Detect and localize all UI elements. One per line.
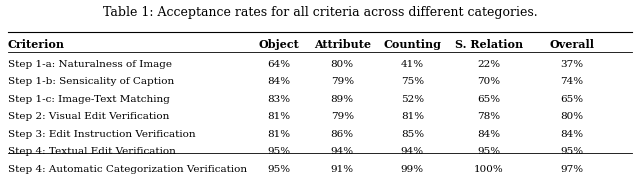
Text: 64%: 64%: [267, 60, 290, 69]
Text: Counting: Counting: [383, 39, 442, 50]
Text: 84%: 84%: [267, 77, 290, 86]
Text: 94%: 94%: [401, 147, 424, 156]
Text: 37%: 37%: [560, 60, 583, 69]
Text: 81%: 81%: [267, 112, 290, 121]
Text: 79%: 79%: [331, 77, 354, 86]
Text: 99%: 99%: [401, 165, 424, 174]
Text: 41%: 41%: [401, 60, 424, 69]
Text: Step 1-a: Naturalness of Image: Step 1-a: Naturalness of Image: [8, 60, 172, 69]
Text: 70%: 70%: [477, 77, 500, 86]
Text: 65%: 65%: [560, 95, 583, 104]
Text: Object: Object: [258, 39, 299, 50]
Text: Criterion: Criterion: [8, 39, 65, 50]
Text: 89%: 89%: [331, 95, 354, 104]
Text: 86%: 86%: [331, 130, 354, 139]
Text: Step 2: Visual Edit Verification: Step 2: Visual Edit Verification: [8, 112, 169, 121]
Text: 95%: 95%: [477, 147, 500, 156]
Text: 22%: 22%: [477, 60, 500, 69]
Text: 83%: 83%: [267, 95, 290, 104]
Text: 91%: 91%: [331, 165, 354, 174]
Text: Attribute: Attribute: [314, 39, 371, 50]
Text: Step 4: Automatic Categorization Verification: Step 4: Automatic Categorization Verific…: [8, 165, 247, 174]
Text: 85%: 85%: [401, 130, 424, 139]
Text: 84%: 84%: [560, 130, 583, 139]
Text: Step 4: Textual Edit Verification: Step 4: Textual Edit Verification: [8, 147, 175, 156]
Text: 84%: 84%: [477, 130, 500, 139]
Text: S. Relation: S. Relation: [455, 39, 523, 50]
Text: Overall: Overall: [549, 39, 594, 50]
Text: Step 1-c: Image-Text Matching: Step 1-c: Image-Text Matching: [8, 95, 170, 104]
Text: 75%: 75%: [401, 77, 424, 86]
Text: 81%: 81%: [267, 130, 290, 139]
Text: 97%: 97%: [560, 165, 583, 174]
Text: Step 1-b: Sensicality of Caption: Step 1-b: Sensicality of Caption: [8, 77, 174, 86]
Text: 95%: 95%: [267, 147, 290, 156]
Text: 80%: 80%: [560, 112, 583, 121]
Text: 74%: 74%: [560, 77, 583, 86]
Text: Step 3: Edit Instruction Verification: Step 3: Edit Instruction Verification: [8, 130, 195, 139]
Text: Table 1: Acceptance rates for all criteria across different categories.: Table 1: Acceptance rates for all criter…: [102, 6, 538, 19]
Text: 80%: 80%: [331, 60, 354, 69]
Text: 95%: 95%: [560, 147, 583, 156]
Text: 78%: 78%: [477, 112, 500, 121]
Text: 52%: 52%: [401, 95, 424, 104]
Text: 94%: 94%: [331, 147, 354, 156]
Text: 65%: 65%: [477, 95, 500, 104]
Text: 95%: 95%: [267, 165, 290, 174]
Text: 100%: 100%: [474, 165, 504, 174]
Text: 79%: 79%: [331, 112, 354, 121]
Text: 81%: 81%: [401, 112, 424, 121]
